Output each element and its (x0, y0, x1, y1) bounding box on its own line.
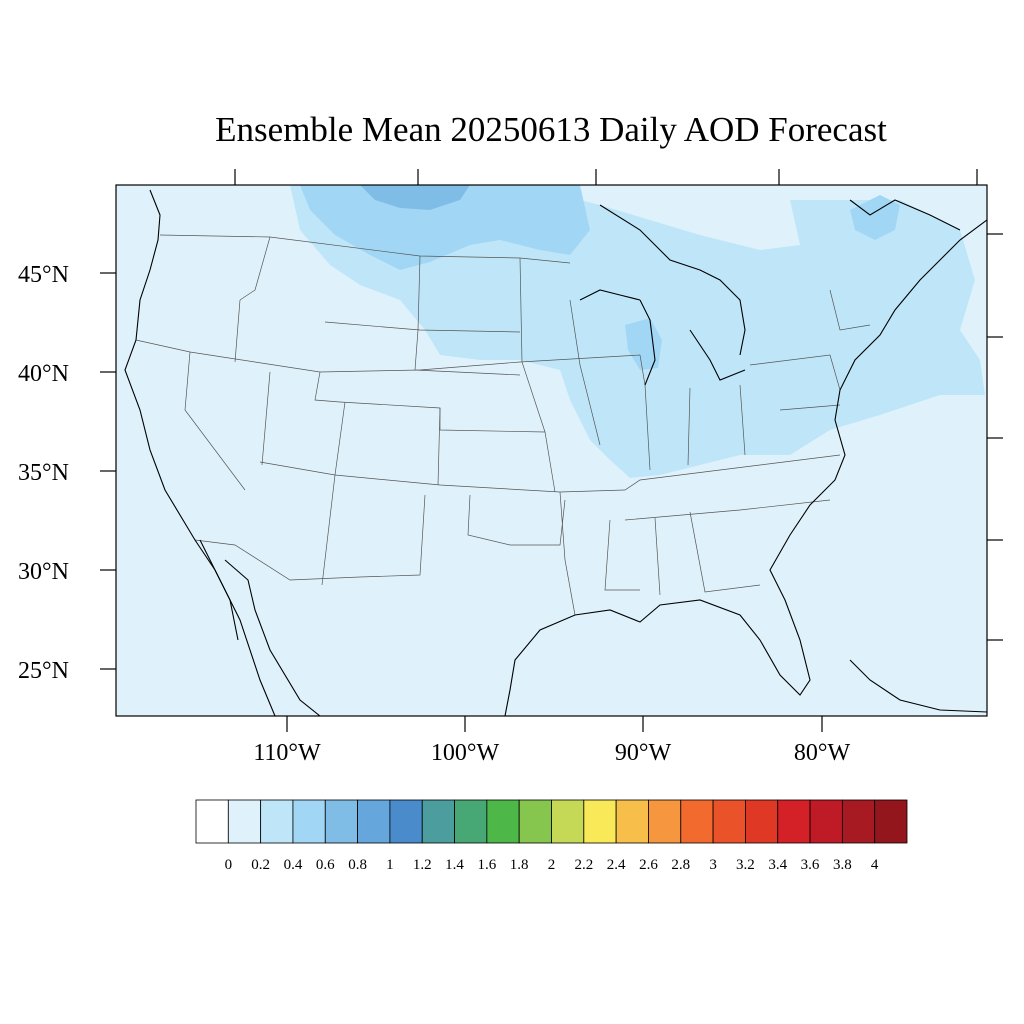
colorbar-label: 0.4 (284, 857, 303, 873)
lon-label: 110°W (253, 740, 321, 766)
colorbar-label: 0.6 (316, 857, 335, 873)
colorbar-swatch (389, 799, 423, 844)
lat-label: 25°N (18, 658, 69, 684)
colorbar-label: 1.4 (445, 857, 464, 873)
colorbar-swatch (324, 799, 358, 844)
colorbar (195, 799, 908, 844)
aod-region-lake-michigan (625, 318, 662, 370)
lat-label: 45°N (18, 262, 69, 288)
lon-label: 100°W (431, 740, 500, 766)
lon-label: 90°W (615, 740, 672, 766)
colorbar-swatch (195, 799, 229, 844)
colorbar-label: 1 (386, 857, 394, 873)
colorbar-label: 1.6 (477, 857, 496, 873)
map-frame (115, 184, 988, 717)
colorbar-swatch (809, 799, 843, 844)
aod-contours (124, 185, 987, 716)
colorbar-label: 3.2 (736, 857, 755, 873)
coastlines (124, 189, 987, 716)
latitude-labels: 45°N 40°N 35°N 30°N 25°N (18, 262, 69, 684)
colorbar-swatch (454, 799, 488, 844)
lat-label: 35°N (18, 460, 69, 486)
colorbar-label: 0.2 (251, 857, 270, 873)
colorbar-label: 3.4 (768, 857, 787, 873)
colorbar-swatch (260, 799, 294, 844)
colorbar-swatch (615, 799, 649, 844)
colorbar-label: 3.8 (833, 857, 852, 873)
lon-label: 80°W (794, 740, 851, 766)
aod-region-northeast (850, 195, 900, 240)
map-plot-area (115, 184, 988, 717)
colorbar-labels: 0 0.2 0.4 0.6 0.8 1 1.2 1.4 1.6 1.8 2 2.2 2.4 2.6 2.8 3… (225, 857, 879, 873)
colorbar-label: 0.8 (348, 857, 367, 873)
state-boundaries (135, 234, 871, 616)
colorbar-label: 1.8 (510, 857, 529, 873)
aod-region-canada-0.6 (360, 185, 470, 210)
colorbar-label: 2.2 (574, 857, 593, 873)
aod-region-canada-0.4 (300, 185, 590, 270)
lat-label: 30°N (18, 559, 69, 585)
colorbar-swatch (712, 799, 746, 844)
longitude-labels: 110°W 100°W 90°W 80°W (253, 740, 850, 766)
colorbar-label: 3.6 (801, 857, 820, 873)
colorbar-swatch (777, 799, 811, 844)
colorbar-label: 1.2 (413, 857, 432, 873)
colorbar-label: 2.8 (671, 857, 690, 873)
colorbar-label: 3 (709, 857, 717, 873)
colorbar-swatch (421, 799, 455, 844)
colorbar-swatch (357, 799, 391, 844)
colorbar-label: 4 (871, 857, 879, 873)
colorbar-swatch (583, 799, 617, 844)
colorbar-swatch (841, 799, 876, 844)
colorbar-swatch (518, 799, 552, 844)
colorbar-swatch (680, 799, 714, 844)
colorbar-swatch (551, 799, 585, 844)
colorbar-swatch (292, 799, 326, 844)
colorbar-label: 2.6 (639, 857, 658, 873)
colorbar-swatch (486, 799, 520, 844)
colorbar-label: 2.4 (607, 857, 626, 873)
axis-ticks (100, 169, 1003, 732)
colorbar-label: 2 (548, 857, 556, 873)
map-title: Ensemble Mean 20250613 Daily AOD Forecas… (215, 110, 887, 149)
colorbar-swatch (227, 799, 262, 844)
colorbar-swatch (745, 799, 779, 844)
colorbar-swatch (874, 799, 908, 844)
colorbar-label: 0 (225, 857, 233, 873)
colorbar-swatch (648, 799, 682, 844)
lat-label: 40°N (18, 361, 69, 387)
